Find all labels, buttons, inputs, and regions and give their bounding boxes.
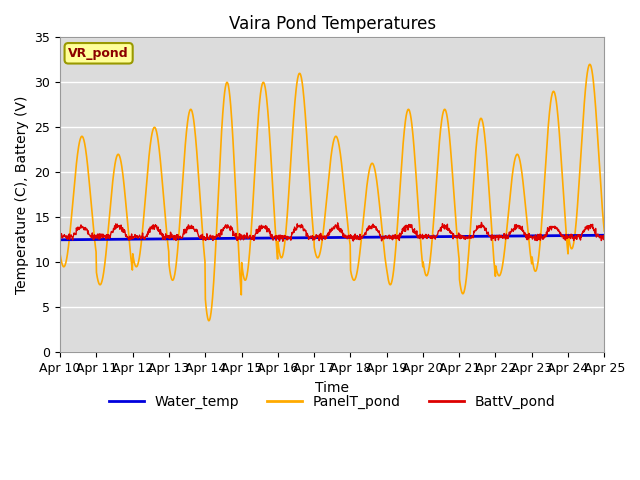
- PanelT_pond: [586, 61, 594, 67]
- BattV_pond: [536, 237, 544, 243]
- Line: BattV_pond: BattV_pond: [60, 222, 604, 241]
- BattV_pond: [417, 234, 425, 240]
- Y-axis label: Temperature (C), Battery (V): Temperature (C), Battery (V): [15, 96, 29, 294]
- Text: VR_pond: VR_pond: [68, 47, 129, 60]
- PanelT_pond: [164, 242, 172, 248]
- Water_temp: [488, 233, 495, 239]
- Water_temp: [536, 233, 543, 239]
- Water_temp: [177, 236, 185, 241]
- Water_temp: [417, 234, 424, 240]
- BattV_pond: [279, 239, 287, 244]
- Water_temp: [164, 236, 172, 242]
- X-axis label: Time: Time: [316, 381, 349, 395]
- PanelT_pond: [488, 232, 496, 238]
- Legend: Water_temp, PanelT_pond, BattV_pond: Water_temp, PanelT_pond, BattV_pond: [104, 389, 561, 415]
- BattV_pond: [164, 233, 172, 239]
- PanelT_pond: [239, 266, 246, 272]
- Title: Vaira Pond Temperatures: Vaira Pond Temperatures: [228, 15, 436, 33]
- BattV_pond: [600, 233, 608, 239]
- BattV_pond: [56, 232, 64, 238]
- Line: Water_temp: Water_temp: [60, 235, 604, 240]
- PanelT_pond: [536, 241, 544, 247]
- Water_temp: [238, 235, 246, 241]
- Water_temp: [600, 232, 608, 238]
- PanelT_pond: [177, 200, 185, 205]
- PanelT_pond: [56, 252, 64, 257]
- BattV_pond: [477, 219, 485, 225]
- PanelT_pond: [600, 228, 608, 234]
- BattV_pond: [238, 234, 246, 240]
- BattV_pond: [488, 235, 496, 241]
- BattV_pond: [177, 235, 185, 240]
- Line: PanelT_pond: PanelT_pond: [60, 64, 604, 321]
- PanelT_pond: [205, 318, 212, 324]
- PanelT_pond: [417, 243, 425, 249]
- Water_temp: [56, 237, 64, 243]
